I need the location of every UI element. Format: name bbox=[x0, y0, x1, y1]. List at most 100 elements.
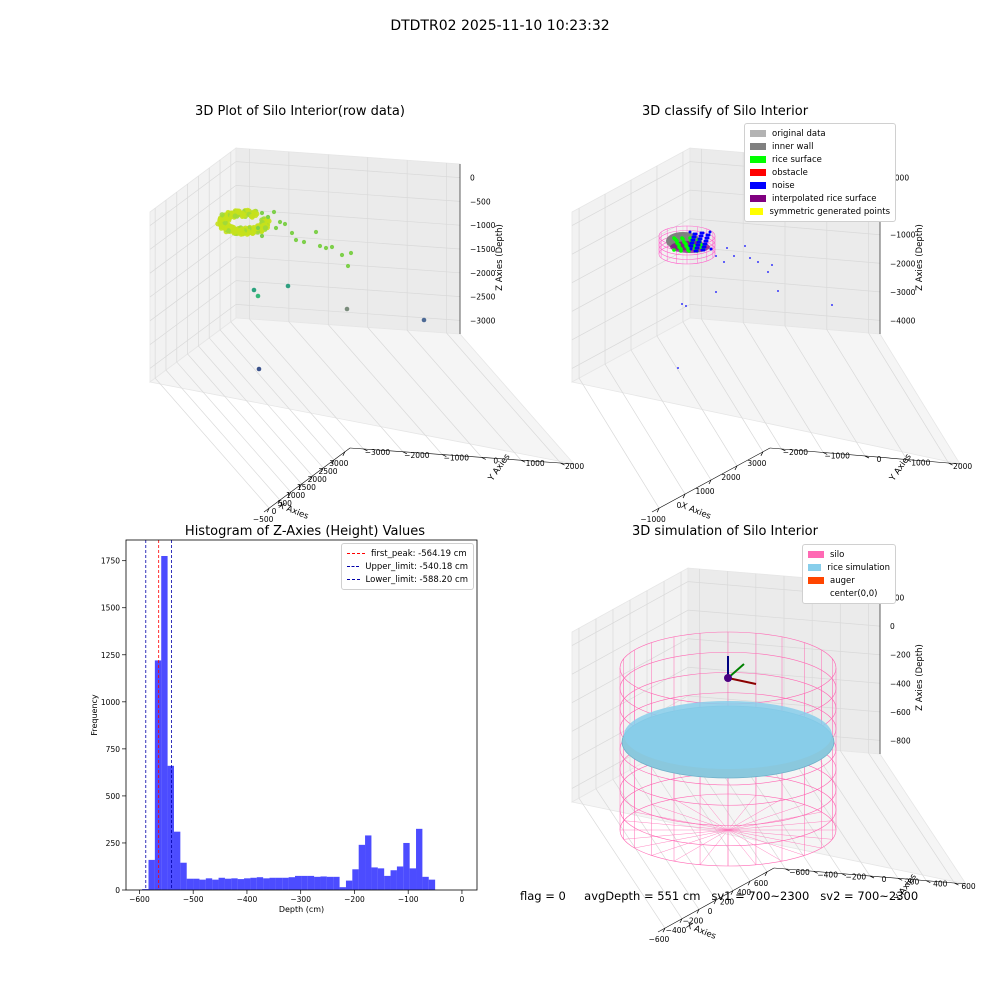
p1-outlier bbox=[421, 317, 427, 323]
p2-noise-point bbox=[689, 247, 693, 251]
p1-grid-y bbox=[446, 332, 561, 464]
hist-bar bbox=[269, 877, 276, 890]
p1-grid-y bbox=[249, 318, 364, 450]
p2-grid-z-right bbox=[689, 218, 881, 236]
hist-bar bbox=[326, 876, 334, 890]
status-footer: flag = 0 avgDepth = 551 cm sv1 = 700~230… bbox=[520, 889, 918, 903]
p4-grid-z-left bbox=[571, 581, 689, 646]
legend-label: auger bbox=[830, 575, 855, 586]
p4-grid-z-left bbox=[571, 666, 689, 732]
p1-grid-z-left bbox=[149, 280, 237, 345]
p2-noise-point bbox=[757, 261, 759, 263]
legend-label: symmetric generated points bbox=[769, 206, 890, 217]
p2-y-tick-label: 2000 bbox=[953, 462, 972, 471]
hist-bar bbox=[390, 870, 397, 890]
p2-noise-point bbox=[723, 261, 725, 263]
p4-center-marker bbox=[724, 674, 732, 682]
p1-grid-x bbox=[219, 329, 335, 461]
p4-tick-x bbox=[730, 890, 734, 895]
p1-point bbox=[345, 263, 351, 269]
p2-noise-point bbox=[709, 247, 713, 251]
hist-bar bbox=[282, 877, 289, 890]
p1-tick-x bbox=[299, 483, 302, 489]
p4-silo-base-spoke bbox=[727, 798, 783, 831]
p1-point bbox=[233, 229, 239, 235]
p1-point bbox=[273, 225, 279, 231]
hist-bar bbox=[148, 859, 155, 890]
p2-noise-point bbox=[831, 304, 833, 306]
p4-silo-base-spoke bbox=[727, 795, 757, 831]
p4-y-tick-label: −200 bbox=[846, 873, 867, 882]
p1-tick-x bbox=[288, 491, 292, 497]
p4-tick-x bbox=[764, 871, 768, 876]
hist-bar bbox=[409, 868, 417, 890]
sv2-text: sv2 = 700~2300 bbox=[820, 889, 919, 903]
p2-tick-x bbox=[656, 508, 660, 513]
p4-silo-base-spoke bbox=[634, 811, 729, 831]
p2-z-tick-label: −2000 bbox=[890, 259, 916, 268]
p4-y-tick-label: −600 bbox=[789, 868, 810, 877]
p1-x-axis bbox=[263, 447, 351, 513]
p4-grid-x bbox=[578, 797, 666, 929]
legend-swatch bbox=[750, 195, 766, 202]
p2-noise-point bbox=[688, 244, 692, 248]
p1-grid-y bbox=[367, 327, 482, 458]
hist-bar bbox=[339, 887, 346, 890]
p1-point bbox=[323, 245, 329, 251]
p1-y-tick-label: −1000 bbox=[444, 454, 470, 463]
hist-bar bbox=[314, 876, 321, 890]
p2-grid-z-left bbox=[571, 304, 691, 369]
p2-grid-z-left bbox=[571, 275, 691, 341]
p1-x-tick-label: 2000 bbox=[308, 475, 327, 484]
p2-grid-z-left bbox=[571, 218, 691, 284]
p2-z-label: Z Axies (Depth) bbox=[915, 224, 925, 291]
hist-y-tick-label: 1000 bbox=[101, 698, 120, 707]
hist-bar bbox=[161, 555, 168, 890]
plot1-title: 3D Plot of Silo Interior(row data) bbox=[195, 104, 405, 119]
p1-tick-x bbox=[277, 499, 281, 505]
p1-grid-z-right bbox=[235, 304, 461, 321]
p2-noise-point bbox=[688, 230, 692, 234]
p2-grid-x bbox=[656, 335, 738, 467]
hist-bar bbox=[154, 660, 162, 890]
p2-grid-z-right bbox=[689, 275, 881, 293]
p1-point bbox=[329, 244, 335, 250]
p1-y-axis bbox=[349, 447, 575, 465]
p4-y-tick-label: 400 bbox=[933, 880, 948, 889]
legend-swatch bbox=[808, 577, 824, 584]
legend-label: center(0,0) bbox=[830, 588, 878, 599]
p4-silo-base-spoke bbox=[727, 829, 757, 865]
hist-x-tick-label: −100 bbox=[398, 895, 419, 904]
p1-y-tick-label: 1000 bbox=[526, 459, 545, 468]
p1-point bbox=[348, 250, 354, 256]
p1-z-label: Z Axies (Depth) bbox=[495, 224, 505, 291]
p1-grid-z-left bbox=[149, 232, 237, 298]
p2-rice-point bbox=[687, 249, 691, 253]
hist-bar bbox=[333, 876, 340, 890]
p2-noise-point bbox=[695, 243, 699, 247]
p1-z-tick-label: −2000 bbox=[470, 269, 496, 278]
p4-silo-base-spoke bbox=[673, 798, 729, 831]
legend-entry: symmetric generated points bbox=[750, 205, 890, 218]
p1-point bbox=[282, 221, 288, 227]
p4-grid-z-left bbox=[571, 638, 689, 704]
plot4-legend: silo rice simulation auger center(0,0) bbox=[802, 544, 896, 604]
p1-point bbox=[218, 217, 225, 223]
p2-x-tick-label: 2000 bbox=[721, 473, 740, 482]
p4-z-tick-label: 200 bbox=[890, 594, 905, 603]
p4-silo-base-spoke bbox=[634, 829, 729, 849]
hist-bar bbox=[193, 878, 200, 890]
legend-line bbox=[347, 566, 360, 567]
p2-noise-point bbox=[726, 247, 728, 249]
p1-grid-x bbox=[187, 353, 302, 485]
p2-grid-y bbox=[868, 332, 949, 464]
p1-point bbox=[254, 211, 260, 217]
p4-silo-base-spoke bbox=[727, 811, 822, 831]
p4-silo-base-spoke bbox=[727, 804, 805, 831]
p2-grid-y bbox=[742, 322, 824, 453]
p2-z-tick-label: −3000 bbox=[890, 288, 916, 297]
hist-y-tick-label: 1750 bbox=[101, 557, 120, 566]
p1-point bbox=[239, 226, 245, 232]
hist-bar bbox=[199, 879, 206, 890]
